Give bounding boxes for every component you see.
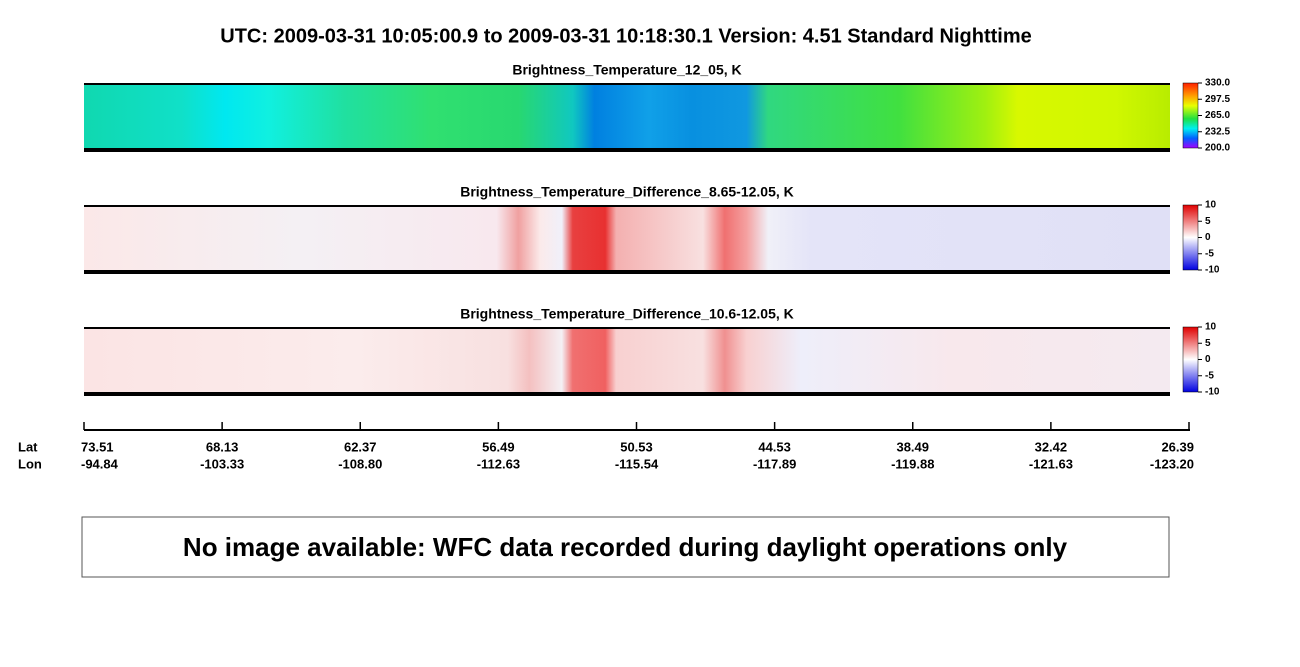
colorbar bbox=[1182, 326, 1199, 393]
page-title: UTC: 2009-03-31 10:05:00.9 to 2009-03-31… bbox=[220, 25, 1031, 47]
lon-label: -121.63 bbox=[1029, 456, 1073, 471]
colorbar-label: 232.5 bbox=[1205, 126, 1230, 137]
lon-label: -108.80 bbox=[338, 456, 382, 471]
lon-label: -103.33 bbox=[200, 456, 244, 471]
row-label: Lon bbox=[18, 456, 42, 471]
colorbar-label: 0 bbox=[1205, 354, 1211, 365]
lon-label: -94.84 bbox=[81, 456, 119, 471]
colorbar-label: 200.0 bbox=[1205, 143, 1230, 154]
notice: No image available: WFC data recorded du… bbox=[183, 532, 1068, 562]
colorbar-label: 10 bbox=[1205, 322, 1217, 333]
notice-box bbox=[81, 516, 1170, 578]
panel-image bbox=[84, 206, 1170, 272]
lat-label: 50.53 bbox=[620, 439, 653, 454]
lon-label: -123.20 bbox=[1150, 456, 1194, 471]
lon-label: -117.89 bbox=[753, 456, 796, 471]
colorbar-label: -5 bbox=[1205, 248, 1214, 259]
lat-label: 26.39 bbox=[1161, 439, 1194, 454]
row-label: Lat bbox=[18, 439, 38, 454]
colorbar-label: 297.5 bbox=[1205, 94, 1230, 105]
panel-image bbox=[84, 328, 1170, 394]
colorbar-label: 5 bbox=[1205, 216, 1211, 227]
colorbar-label: -5 bbox=[1205, 370, 1214, 381]
colorbar-label: 330.0 bbox=[1205, 78, 1230, 89]
lat-label: 73.51 bbox=[81, 439, 114, 454]
lat-label: 38.49 bbox=[896, 439, 929, 454]
lat-label: 62.37 bbox=[344, 439, 377, 454]
lat-label: 32.42 bbox=[1035, 439, 1068, 454]
panel-image bbox=[84, 84, 1170, 150]
lat-label: 44.53 bbox=[758, 439, 791, 454]
lon-label: -119.88 bbox=[891, 456, 934, 471]
panel-title: Brightness_Temperature_Difference_8.65-1… bbox=[460, 184, 794, 200]
panel-title: Brightness_Temperature_12_05, K bbox=[512, 62, 741, 78]
lon-label: -112.63 bbox=[477, 456, 520, 471]
colorbar-label: 265.0 bbox=[1205, 110, 1230, 121]
panel-title: Brightness_Temperature_Difference_10.6-1… bbox=[460, 306, 794, 322]
colorbar-label: 0 bbox=[1205, 232, 1211, 243]
lat-label: 68.13 bbox=[206, 439, 239, 454]
colorbar-label: 5 bbox=[1205, 338, 1211, 349]
colorbar bbox=[1182, 204, 1199, 271]
lon-label: -115.54 bbox=[615, 456, 659, 471]
colorbar-label: -10 bbox=[1205, 387, 1220, 398]
colorbar-label: -10 bbox=[1205, 265, 1220, 276]
lat-label: 56.49 bbox=[482, 439, 515, 454]
colorbar-label: 10 bbox=[1205, 200, 1217, 211]
colorbar bbox=[1182, 82, 1199, 149]
